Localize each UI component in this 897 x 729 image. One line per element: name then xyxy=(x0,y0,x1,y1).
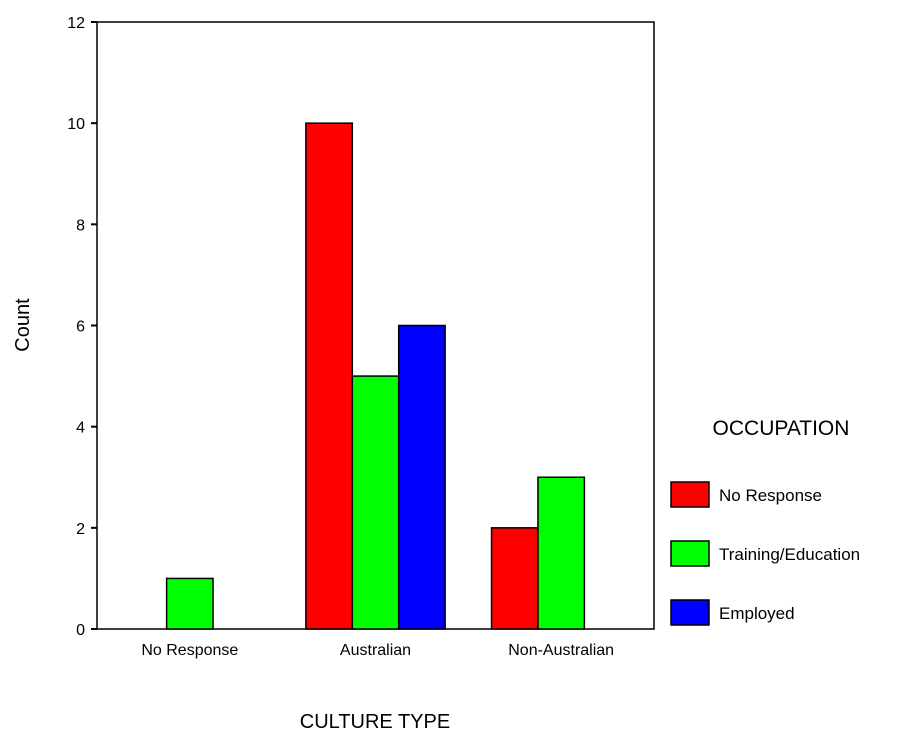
x-axis: No Response Australian Non-Australian xyxy=(141,642,614,659)
bar xyxy=(305,122,354,630)
y-tick-label: 0 xyxy=(76,622,85,639)
legend-label: Employed xyxy=(719,604,795,623)
x-tick-label: Non-Australian xyxy=(508,642,614,659)
legend-swatch xyxy=(670,599,710,626)
x-tick-label: Australian xyxy=(340,642,411,659)
legend-swatch xyxy=(670,540,710,567)
y-axis: 0 2 4 6 8 10 12 xyxy=(67,15,97,639)
legend-label: No Response xyxy=(719,486,822,505)
y-tick-label: 10 xyxy=(67,116,85,133)
x-axis-title: CULTURE TYPE xyxy=(300,711,450,729)
y-tick-label: 8 xyxy=(76,217,85,234)
bar xyxy=(490,527,539,630)
y-tick-label: 2 xyxy=(76,521,85,538)
bar xyxy=(537,476,586,630)
bars xyxy=(165,122,586,630)
bar xyxy=(165,577,214,630)
y-tick-label: 6 xyxy=(76,319,85,336)
legend-label: Training/Education xyxy=(719,545,860,564)
x-tick-label: No Response xyxy=(141,642,238,659)
y-tick-label: 12 xyxy=(67,15,85,32)
y-axis-title: Count xyxy=(12,298,34,352)
bar xyxy=(397,324,446,630)
legend-title: OCCUPATION xyxy=(713,417,850,440)
legend: OCCUPATION No Response Training/Education… xyxy=(670,417,860,626)
legend-swatch xyxy=(670,481,710,508)
y-tick-label: 4 xyxy=(76,420,85,437)
bar xyxy=(351,375,400,630)
